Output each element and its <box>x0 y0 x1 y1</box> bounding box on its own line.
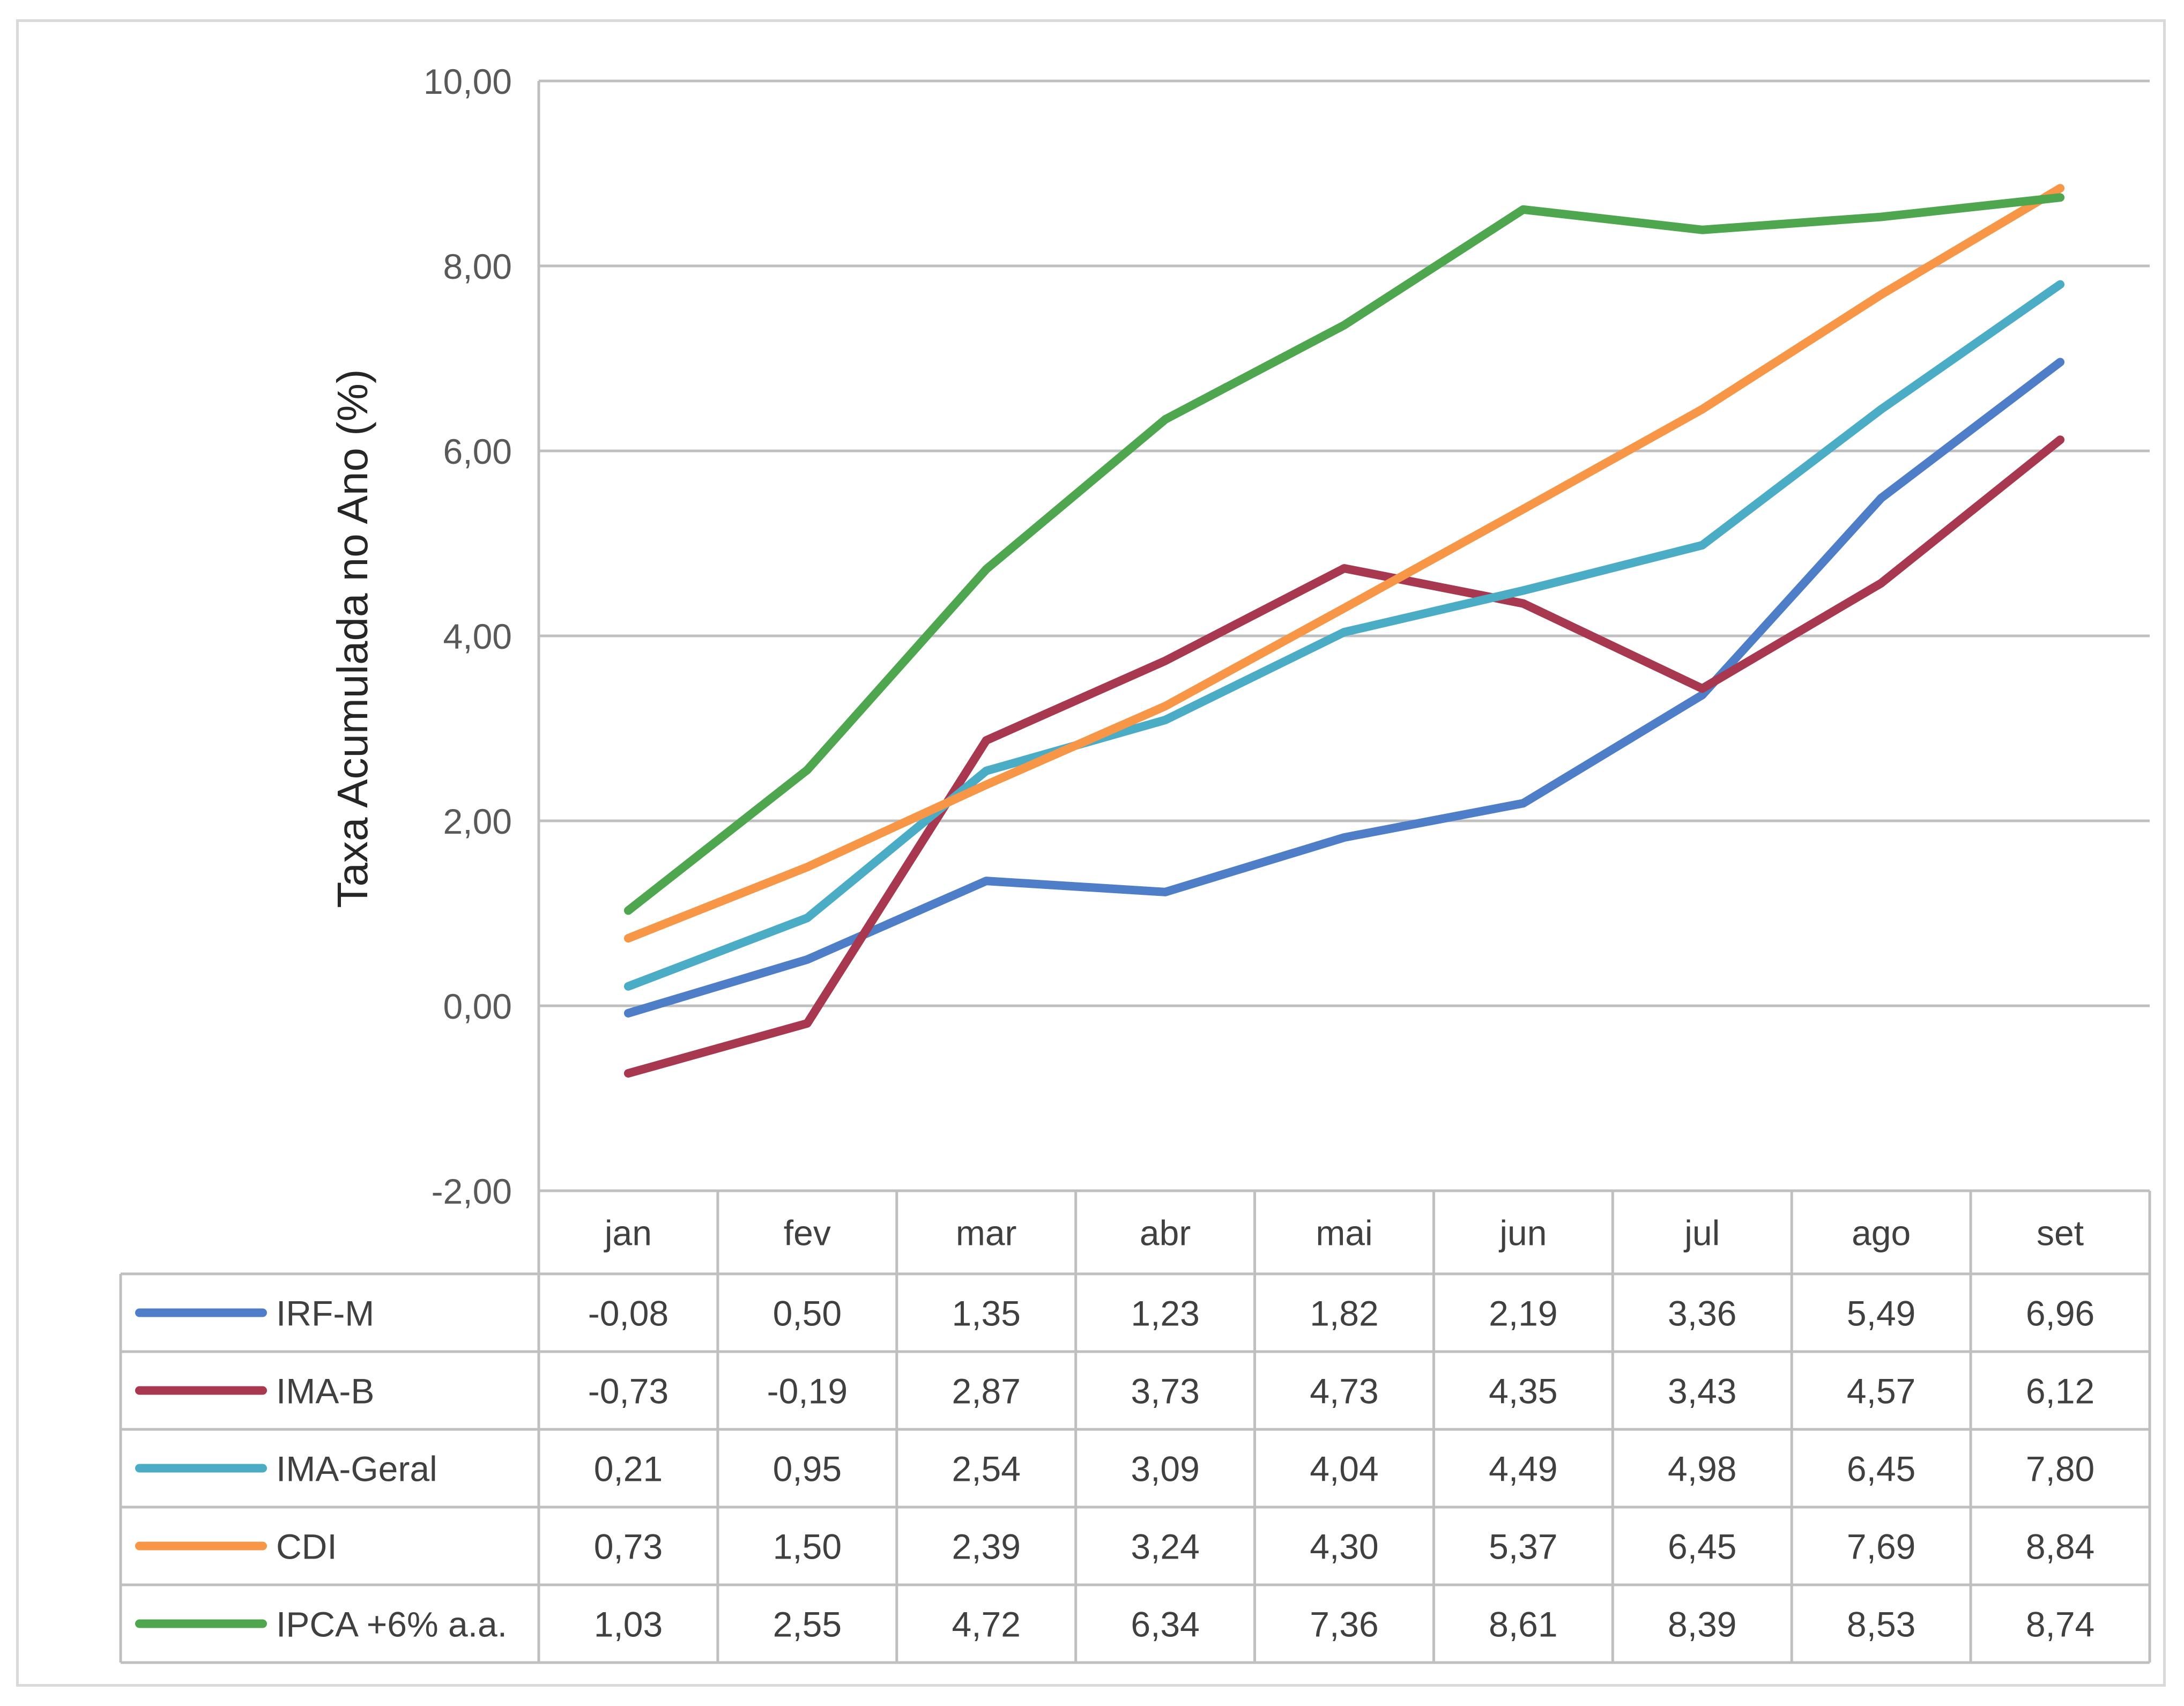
x-category-label: mai <box>1316 1213 1372 1253</box>
y-tick-label: 2,00 <box>443 802 512 841</box>
data-label: 2,55 <box>773 1605 842 1644</box>
data-label: 8,39 <box>1668 1605 1736 1644</box>
y-tick-label: 4,00 <box>443 617 512 656</box>
data-label: 2,19 <box>1489 1294 1557 1333</box>
x-category-label: set <box>2037 1213 2084 1253</box>
data-label: 3,43 <box>1668 1371 1736 1411</box>
y-tick-label: 10,00 <box>424 62 512 101</box>
line-chart: 10,00 8,00 6,00 4,00 2,00 0,00 -2,00 Taxa Acum… <box>119 62 2151 1664</box>
chart-frame: 10,00 8,00 6,00 4,00 2,00 0,00 -2,00 Taxa Acum… <box>16 19 2166 1687</box>
data-label: 3,09 <box>1131 1449 1199 1489</box>
data-label: 4,30 <box>1310 1527 1378 1567</box>
x-category-label: mar <box>956 1213 1017 1253</box>
data-label: 0,95 <box>773 1449 842 1489</box>
series-line <box>623 184 2065 943</box>
series-lines <box>623 184 2065 1078</box>
data-label: 7,80 <box>2026 1449 2094 1489</box>
y-tick-label: 0,00 <box>443 986 512 1026</box>
data-label: 1,23 <box>1131 1294 1199 1333</box>
data-label: 6,34 <box>1131 1605 1199 1644</box>
data-label: 4,73 <box>1310 1371 1378 1411</box>
data-label: 6,45 <box>1847 1449 1915 1489</box>
legend-series-name: IPCA +6% a.a. <box>276 1605 507 1644</box>
data-label: 5,49 <box>1847 1294 1915 1333</box>
series-line <box>623 435 2065 1078</box>
data-label: 1,35 <box>952 1294 1020 1333</box>
data-label: 4,35 <box>1489 1371 1557 1411</box>
data-label: 3,24 <box>1131 1527 1199 1567</box>
data-label: 8,53 <box>1847 1605 1915 1644</box>
data-label: 4,49 <box>1489 1449 1557 1489</box>
data-label: 4,72 <box>952 1605 1020 1644</box>
x-category-label: abr <box>1140 1213 1191 1253</box>
legend-series-name: IMA-B <box>276 1371 374 1411</box>
data-label: 0,50 <box>773 1294 842 1333</box>
series-line <box>623 193 2065 915</box>
data-label: 2,87 <box>952 1371 1020 1411</box>
data-label: 8,74 <box>2026 1605 2094 1644</box>
legend-series-name: CDI <box>276 1527 337 1567</box>
x-category-label: jul <box>1683 1213 1720 1253</box>
y-axis-ticks: 10,00 8,00 6,00 4,00 2,00 0,00 -2,00 <box>424 62 512 1211</box>
data-label: 1,50 <box>773 1527 842 1567</box>
x-category-label: jan <box>604 1213 652 1253</box>
data-label: 7,69 <box>1847 1527 1915 1567</box>
data-label: 6,12 <box>2026 1371 2094 1411</box>
data-label: 2,39 <box>952 1527 1020 1567</box>
y-axis-label: Taxa Acumulada no Ano (%) <box>329 369 376 908</box>
y-tick-label: 6,00 <box>443 432 512 471</box>
x-category-label: ago <box>1852 1213 1911 1253</box>
series-line <box>623 280 2065 991</box>
legend-series-name: IRF-M <box>276 1294 374 1333</box>
data-label: 4,57 <box>1847 1371 1915 1411</box>
legend-series-name: IMA-Geral <box>276 1449 437 1489</box>
data-label: 2,54 <box>952 1449 1020 1489</box>
x-category-label: jun <box>1498 1213 1547 1253</box>
series-line <box>623 358 2065 1018</box>
y-tick-label: -2,00 <box>432 1171 512 1211</box>
x-category-label: fev <box>784 1213 831 1253</box>
data-label: -0,73 <box>588 1371 668 1411</box>
data-label: 5,37 <box>1489 1527 1557 1567</box>
data-label: 1,03 <box>594 1605 663 1644</box>
data-label: 4,04 <box>1310 1449 1378 1489</box>
data-label: -0,19 <box>767 1371 848 1411</box>
data-table: jan fev mar abr mai jun jul ago set IRF-M -0,08 0,5… <box>119 1189 2151 1664</box>
data-label: 3,36 <box>1668 1294 1736 1333</box>
data-label: 0,21 <box>594 1449 663 1489</box>
data-label: 0,73 <box>594 1527 663 1567</box>
data-label: 6,45 <box>1668 1527 1736 1567</box>
data-label: 6,96 <box>2026 1294 2094 1333</box>
data-label: 3,73 <box>1131 1371 1199 1411</box>
data-label: 1,82 <box>1310 1294 1378 1333</box>
data-label: 4,98 <box>1668 1449 1736 1489</box>
data-label: 8,84 <box>2026 1527 2094 1567</box>
data-label: 8,61 <box>1489 1605 1557 1644</box>
data-label: 7,36 <box>1310 1605 1378 1644</box>
data-label: -0,08 <box>588 1294 668 1333</box>
y-tick-label: 8,00 <box>443 247 512 286</box>
